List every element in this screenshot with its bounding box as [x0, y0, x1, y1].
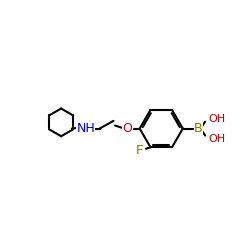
Text: O: O: [122, 122, 132, 135]
Text: NH: NH: [76, 122, 95, 135]
Text: OH: OH: [208, 114, 225, 124]
Text: F: F: [136, 144, 143, 157]
Text: OH: OH: [208, 134, 225, 143]
Text: B: B: [194, 122, 202, 135]
